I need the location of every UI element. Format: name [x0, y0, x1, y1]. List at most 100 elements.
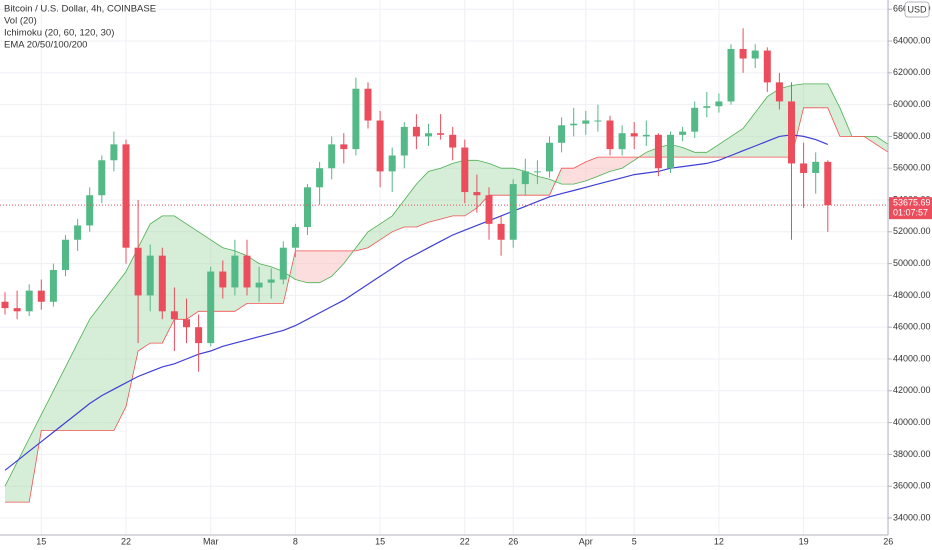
candle-body [618, 133, 626, 150]
candle-body [98, 160, 106, 196]
cloud-segment [113, 271, 126, 431]
candle-body [388, 155, 396, 172]
cloud-segment [428, 168, 441, 223]
candle-body [812, 161, 820, 173]
span-b-line [5, 107, 889, 503]
candle-body [376, 120, 384, 172]
candle-body [340, 144, 348, 150]
candle-body [195, 327, 203, 344]
last-price-badge [889, 197, 932, 220]
currency-label[interactable]: USD [907, 4, 927, 14]
cloud-segment [489, 163, 502, 196]
candle-body [170, 311, 178, 320]
cloud-segment [573, 161, 586, 185]
cloud-segment [440, 163, 453, 220]
last-price-label: 53675.69 [893, 198, 931, 208]
x-tick-label: 15 [375, 536, 385, 546]
candle-body [727, 48, 735, 102]
cloud-segment [77, 319, 90, 431]
candle-body [521, 171, 529, 185]
span-a-line [4, 83, 889, 487]
y-tick-label: 38000.00 [893, 449, 931, 459]
currency-badge[interactable] [904, 1, 930, 18]
candle-body [533, 171, 541, 173]
candle-body [146, 255, 154, 296]
candle-body [110, 144, 118, 161]
candle-body [558, 125, 566, 143]
cloud-segment [622, 157, 635, 169]
candle-body [328, 144, 336, 169]
y-tick-label: 62000.00 [893, 67, 931, 77]
candle-body [437, 133, 445, 135]
cloud-segment [29, 414, 42, 503]
x-tick-label: Apr [579, 536, 593, 546]
candle-body [13, 308, 21, 312]
candle-body [207, 271, 215, 344]
ema-line [4, 134, 829, 471]
y-tick-label: 48000.00 [893, 290, 931, 300]
y-tick-label: 56000.00 [893, 163, 931, 173]
cloud-segment [876, 136, 889, 153]
cloud-segment [89, 303, 102, 431]
candle-body [667, 134, 674, 169]
cloud-segment [355, 231, 368, 251]
candle-body [243, 255, 251, 288]
candle-body [485, 195, 493, 224]
candle-body [134, 247, 142, 296]
cloud-segment [743, 112, 756, 158]
cloud-segment [368, 223, 381, 248]
candle-body [582, 120, 590, 124]
cloud-segment [101, 287, 114, 431]
x-tick-label: 5 [632, 536, 637, 546]
cloud-segment [404, 184, 417, 228]
cloud-segment [694, 152, 707, 158]
candle-body [715, 101, 723, 107]
y-tick-label: 50000.00 [893, 258, 931, 268]
y-tick-label: 64000.00 [893, 35, 931, 45]
x-tick-label: Mar [203, 536, 219, 546]
candle-body [763, 50, 771, 83]
candle-body [279, 247, 287, 280]
cloud-segment [682, 147, 695, 158]
candle-body [509, 184, 517, 240]
candle-body [1, 301, 9, 309]
candle-body [606, 120, 614, 150]
candle-body [824, 161, 832, 206]
x-tick-label: 8 [293, 536, 298, 546]
cloud-segment [380, 215, 393, 240]
candle-body [352, 88, 360, 150]
candle-body [37, 290, 45, 302]
plot [0, 28, 889, 503]
cloud-segment [561, 168, 574, 185]
cloud-segment [331, 250, 344, 277]
indicator-label: Vol (20) [4, 16, 37, 27]
axis: 34000.00 36000.00 38000.00 40000.00 42000.00… [36, 4, 932, 546]
candle-body [497, 223, 505, 240]
cloud-segment [597, 157, 610, 177]
candle-body [400, 126, 408, 156]
y-tick-label: 46000.00 [893, 322, 931, 332]
y-tick-label: 36000.00 [893, 481, 931, 491]
x-tick-label: 12 [714, 536, 724, 546]
candle-body [291, 227, 299, 248]
cloud-segment [731, 128, 744, 158]
y-tick-label: 44000.00 [893, 353, 931, 363]
cloud-segment [295, 250, 308, 283]
candle-body [594, 120, 602, 122]
indicator-label: EMA 20/50/100/200 [4, 40, 87, 51]
candle-body [654, 134, 662, 169]
candle-body [642, 134, 650, 137]
candle-body [304, 187, 311, 228]
candle-body [703, 106, 711, 108]
cloud-segment [815, 83, 828, 108]
candle-body [74, 225, 82, 240]
cloud-segment [5, 462, 18, 503]
cloud-segment [585, 157, 598, 181]
candle-body [158, 255, 166, 312]
y-tick-label: 42000.00 [893, 385, 931, 395]
x-tick-label: 22 [460, 536, 470, 546]
candle-body [800, 163, 808, 173]
cloud-segment [17, 438, 30, 503]
cloud-segment [706, 144, 719, 158]
